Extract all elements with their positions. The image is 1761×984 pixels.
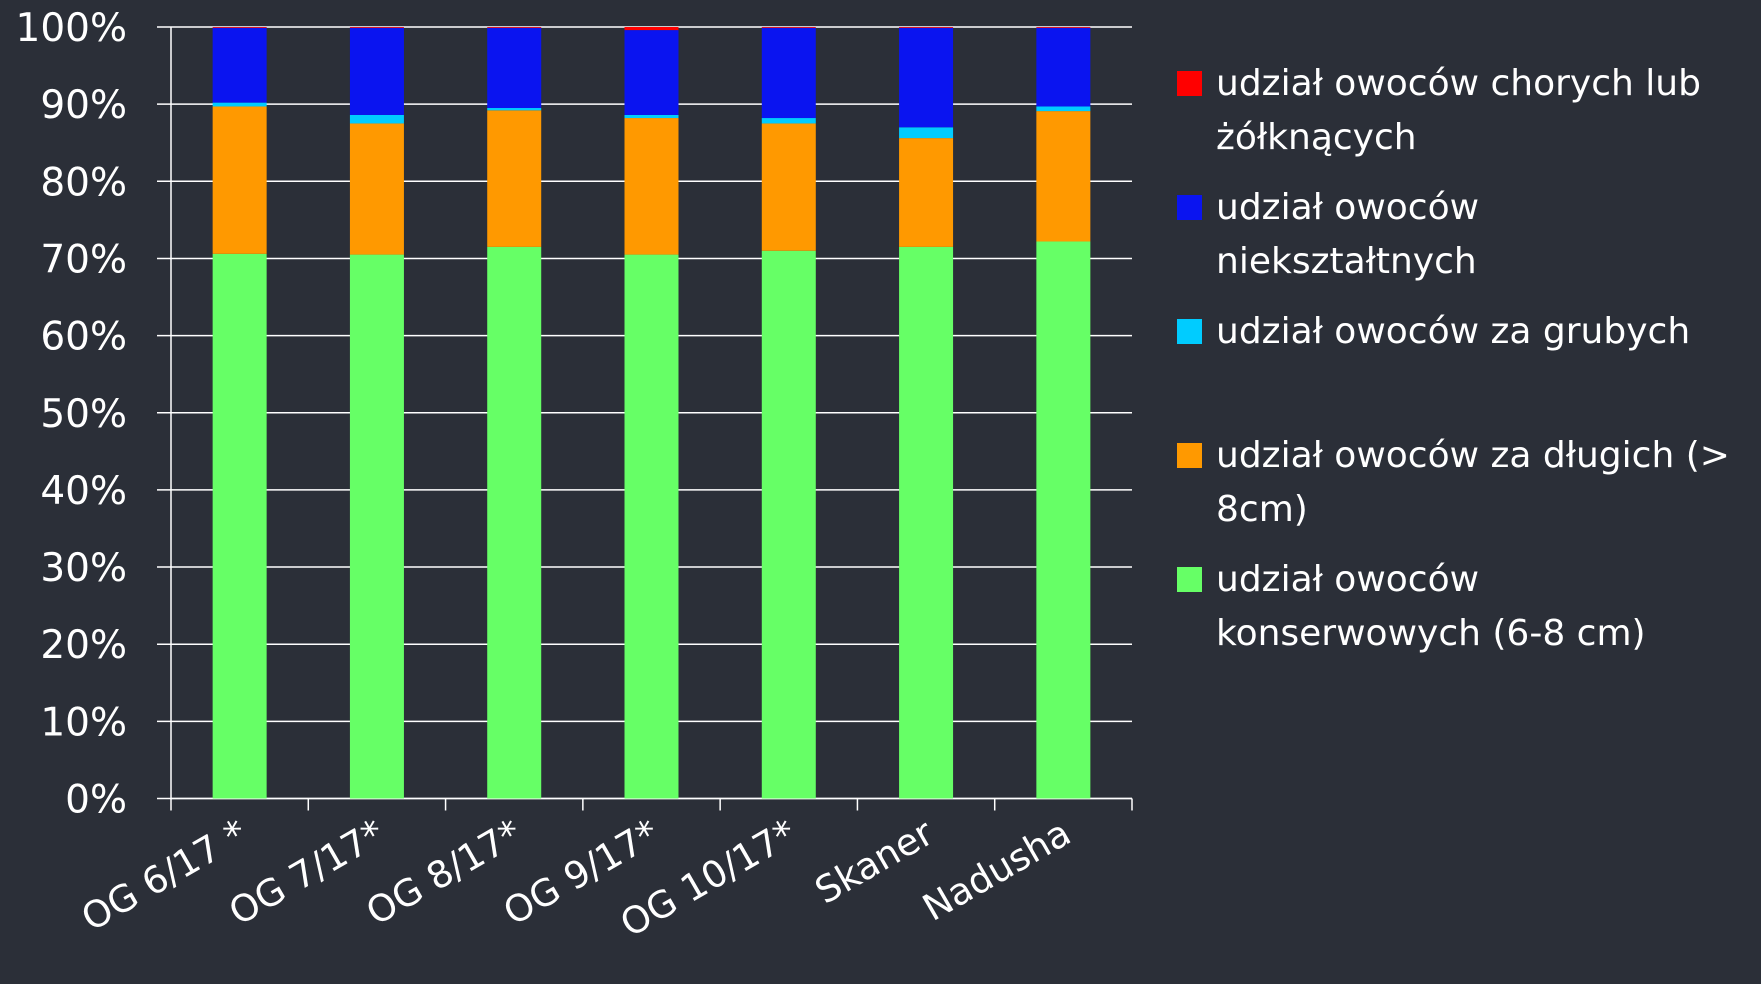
bar-segment: [624, 27, 679, 31]
bar-segment: [761, 118, 816, 124]
x-tick-label: OG 8/17*: [359, 811, 529, 934]
y-tick-label: 70%: [40, 237, 127, 282]
y-tick-label: 90%: [40, 83, 127, 128]
bar-segment: [761, 27, 816, 28]
bar-segment: [487, 246, 542, 799]
legend-item: udział owoców za długich (> 8cm): [1177, 429, 1757, 537]
y-tick-label: 10%: [40, 700, 127, 745]
y-tick-label: 100%: [16, 6, 128, 51]
y-tick-label: 80%: [40, 160, 127, 205]
y-tick-label: 20%: [40, 623, 127, 668]
legend-swatch: [1177, 71, 1202, 96]
bar-segment: [349, 123, 404, 255]
bar-segment: [1036, 27, 1091, 28]
bar-segment: [624, 30, 679, 115]
bar-segment: [1036, 111, 1091, 242]
bar-segment: [212, 106, 267, 254]
x-tick-label: Nadusha: [915, 811, 1077, 930]
legend-label: udział owoców chorych lub żółknących: [1216, 63, 1701, 158]
bar-segment: [349, 114, 404, 124]
bar-segment: [899, 27, 954, 28]
legend-label: udział owoców za grubych: [1216, 311, 1691, 352]
legend-label: udział owoców niekształtnych: [1216, 187, 1480, 282]
y-tick-label: 0%: [65, 778, 127, 823]
y-tick-label: 60%: [40, 315, 127, 360]
bar-segment: [349, 254, 404, 799]
legend-label: udział owoców konserwowych (6-8 cm): [1216, 559, 1646, 654]
legend-swatch: [1177, 319, 1202, 344]
legend-item: udział owoców konserwowych (6-8 cm): [1177, 553, 1757, 661]
bar-segment: [212, 253, 267, 799]
y-tick-label: 40%: [40, 469, 127, 514]
bar-segment: [624, 254, 679, 799]
bar-segment: [349, 27, 404, 28]
bar-segment: [761, 123, 816, 251]
bar-segment: [487, 108, 542, 111]
bar-segment: [349, 27, 404, 115]
bar-segment: [899, 27, 954, 128]
x-tick-label: OG 7/17*: [222, 811, 392, 934]
bar-segment: [487, 27, 542, 109]
bar-segment: [624, 118, 679, 255]
bar-segment: [1036, 241, 1091, 799]
bar-segment: [761, 27, 816, 119]
y-tick-label: 50%: [40, 392, 127, 437]
bar-segment: [624, 114, 679, 119]
bar-segment: [899, 246, 954, 799]
legend-item: udział owoców chorych lub żółknących: [1177, 57, 1757, 165]
bar-segment: [212, 102, 267, 107]
bar-segment: [1036, 27, 1091, 107]
bar-segment: [899, 127, 954, 139]
legend-swatch: [1177, 567, 1202, 592]
x-tick-label: OG 6/17 *: [74, 811, 254, 940]
legend-label: udział owoców za długich (> 8cm): [1216, 435, 1730, 530]
bar-segment: [1036, 106, 1091, 112]
bar-segment: [487, 27, 542, 28]
bar-segment: [212, 27, 267, 103]
legend-swatch: [1177, 443, 1202, 468]
bar-segment: [899, 138, 954, 247]
legend-item: udział owoców niekształtnych: [1177, 181, 1757, 289]
bar-segment: [487, 110, 542, 247]
y-tick-label: 30%: [40, 546, 127, 591]
bar-segment: [212, 27, 267, 28]
legend-swatch: [1177, 195, 1202, 220]
bar-segment: [761, 250, 816, 799]
legend-item: udział owoców za grubych: [1177, 305, 1757, 359]
